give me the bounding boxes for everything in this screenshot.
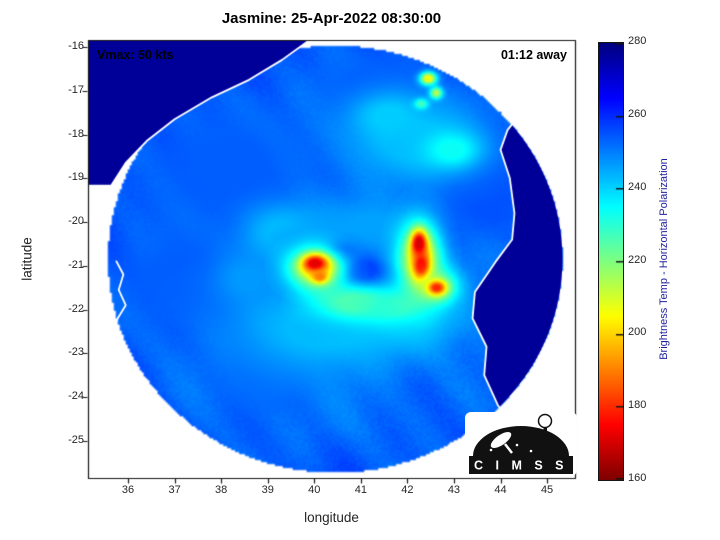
y-tick-label: -21 (68, 258, 84, 271)
colorbar-tick-label: 260 (628, 107, 647, 120)
y-tick-label: -18 (68, 127, 84, 140)
colorbar-tick-label: 280 (628, 35, 647, 47)
x-tick-label: 43 (447, 484, 461, 496)
y-tick-label: -22 (68, 302, 84, 315)
x-tick-label: 41 (354, 484, 367, 496)
x-tick-label: 44 (494, 484, 507, 496)
satellite-dish-icon (490, 431, 512, 449)
colorbar-tick-label: 180 (628, 399, 647, 412)
x-tick-label: 40 (308, 484, 321, 496)
logo-speckle (489, 448, 493, 452)
y-tick-label: -17 (68, 83, 84, 96)
y-tick-label: -16 (68, 40, 84, 52)
y-tick-label: -20 (68, 215, 84, 228)
y-tick-label: -19 (68, 171, 84, 184)
y-axis-label: latitude (19, 237, 35, 281)
x-tick-label: 45 (540, 484, 554, 496)
plot-title: Jasmine: 25-Apr-2022 08:30:00 (221, 10, 442, 27)
observatory-dome (473, 426, 569, 456)
logo-speckle (515, 443, 519, 447)
vmax-annotation: Vmax: 50 kts (97, 48, 174, 62)
x-tick-label: 38 (215, 484, 228, 496)
logo-bar (469, 456, 573, 474)
y-tick-label: -23 (68, 346, 84, 359)
dish-arm (504, 443, 513, 454)
y-tick-label: -24 (68, 390, 84, 403)
radome-icon (537, 413, 553, 429)
x-tick-label: 39 (261, 484, 274, 496)
y-tick-label: -25 (68, 433, 84, 446)
colorbar-tick-label: 240 (628, 180, 647, 193)
colorbar-label: Brightness Temp - Horizontal Polarizatio… (658, 158, 670, 360)
colorbar-tick-label: 200 (628, 326, 647, 339)
logo-speckle (529, 449, 533, 453)
x-tick-label: 37 (168, 484, 181, 496)
x-tick-label: 36 (121, 484, 135, 496)
cimss-logo: C I M S S (465, 412, 577, 476)
eta-annotation: 01:12 away (500, 48, 567, 62)
colorbar-tick-label: 160 (628, 472, 647, 484)
x-tick-label: 42 (401, 484, 414, 496)
colorbar (598, 42, 624, 481)
x-axis-label: longitude (304, 510, 359, 525)
logo-text: C I M S S (474, 459, 568, 473)
colorbar-tick-label: 220 (628, 253, 647, 266)
